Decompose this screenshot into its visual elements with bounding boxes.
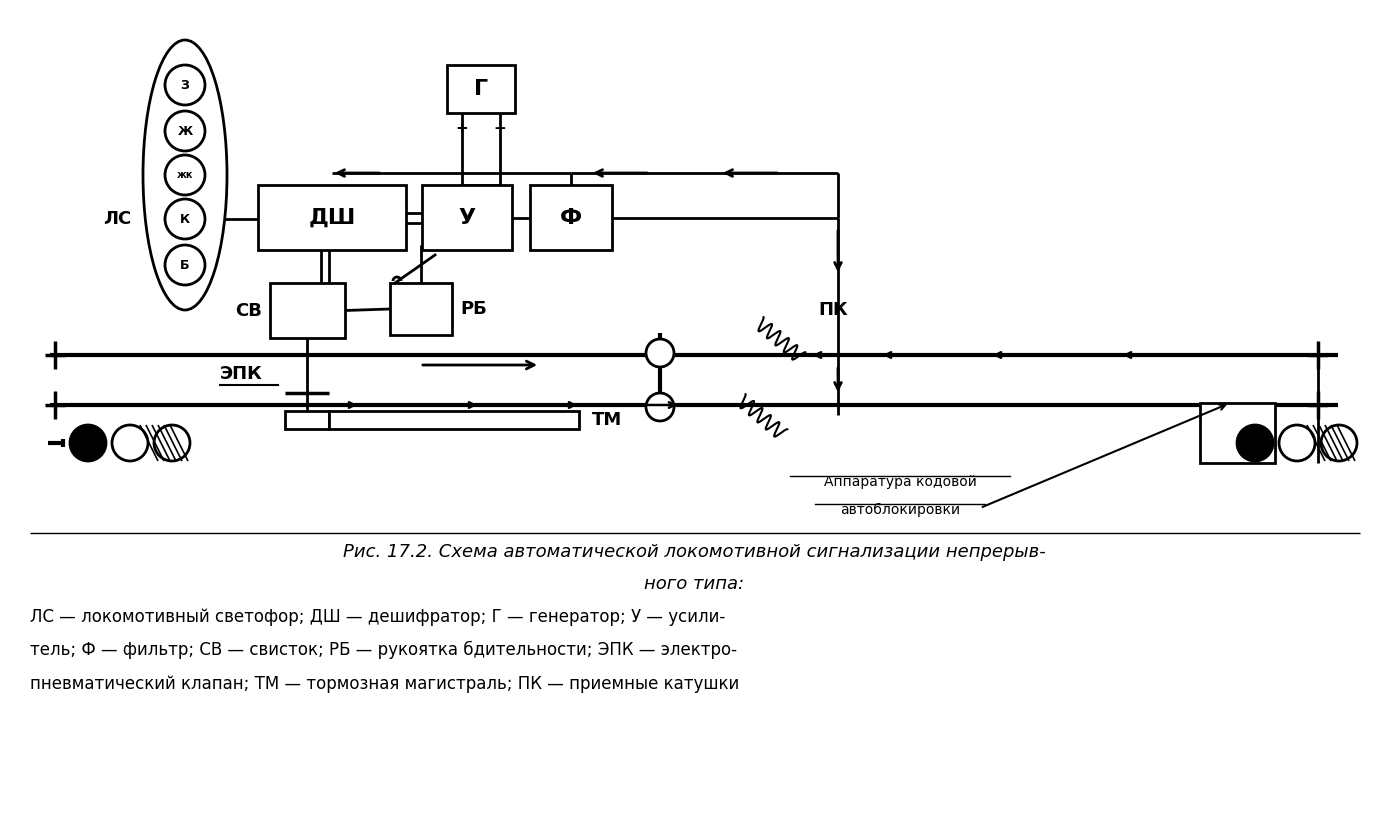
Bar — [447, 65, 515, 113]
Text: У: У — [458, 207, 476, 227]
Text: З: З — [180, 78, 189, 92]
Text: ного типа:: ного типа: — [644, 575, 744, 593]
Bar — [258, 185, 407, 250]
Text: Ф: Ф — [559, 207, 582, 227]
Circle shape — [165, 65, 205, 105]
Text: ЭПК: ЭПК — [221, 365, 262, 383]
Text: Аппаратура кодовой: Аппаратура кодовой — [823, 475, 976, 489]
Bar — [271, 283, 346, 338]
Bar — [329, 411, 580, 429]
Bar — [530, 185, 612, 250]
Circle shape — [1278, 425, 1314, 461]
Text: ДШ: ДШ — [308, 207, 355, 227]
Circle shape — [1237, 425, 1273, 461]
Text: ПК: ПК — [818, 301, 848, 319]
Text: Б: Б — [180, 258, 190, 272]
Text: СВ: СВ — [235, 302, 262, 320]
Bar — [1201, 403, 1276, 463]
Circle shape — [69, 425, 105, 461]
Text: ЛС: ЛС — [103, 210, 130, 228]
Text: Ж: Ж — [178, 124, 193, 137]
Circle shape — [645, 393, 675, 421]
Bar — [390, 283, 452, 335]
Bar — [422, 185, 512, 250]
Circle shape — [165, 155, 205, 195]
Text: тель; Ф — фильтр; СВ — свисток; РБ — рукоятка бдительности; ЭПК — электро-: тель; Ф — фильтр; СВ — свисток; РБ — рук… — [31, 641, 737, 659]
Text: пневматический клапан; ТМ — тормозная магистраль; ПК — приемные катушки: пневматический клапан; ТМ — тормозная ма… — [31, 675, 740, 693]
Text: жк: жк — [176, 170, 193, 180]
Text: РБ: РБ — [459, 300, 487, 318]
Circle shape — [154, 425, 190, 461]
Circle shape — [165, 245, 205, 285]
Text: +: + — [455, 121, 468, 136]
Text: автоблокировки: автоблокировки — [840, 503, 960, 517]
Circle shape — [165, 199, 205, 239]
Text: −: − — [494, 121, 507, 136]
Text: К: К — [180, 212, 190, 226]
Text: Рис. 17.2. Схема автоматической локомотивной сигнализации непрерыв-: Рис. 17.2. Схема автоматической локомоти… — [343, 543, 1045, 561]
Circle shape — [165, 111, 205, 151]
Circle shape — [112, 425, 149, 461]
Ellipse shape — [143, 40, 228, 310]
Text: ТМ: ТМ — [591, 411, 622, 429]
Circle shape — [645, 339, 675, 367]
Text: Г: Г — [473, 79, 489, 99]
Bar — [286, 411, 329, 429]
Circle shape — [1321, 425, 1357, 461]
Text: ЛС — локомотивный светофор; ДШ — дешифратор; Г — генератор; У — усили-: ЛС — локомотивный светофор; ДШ — дешифра… — [31, 608, 726, 626]
